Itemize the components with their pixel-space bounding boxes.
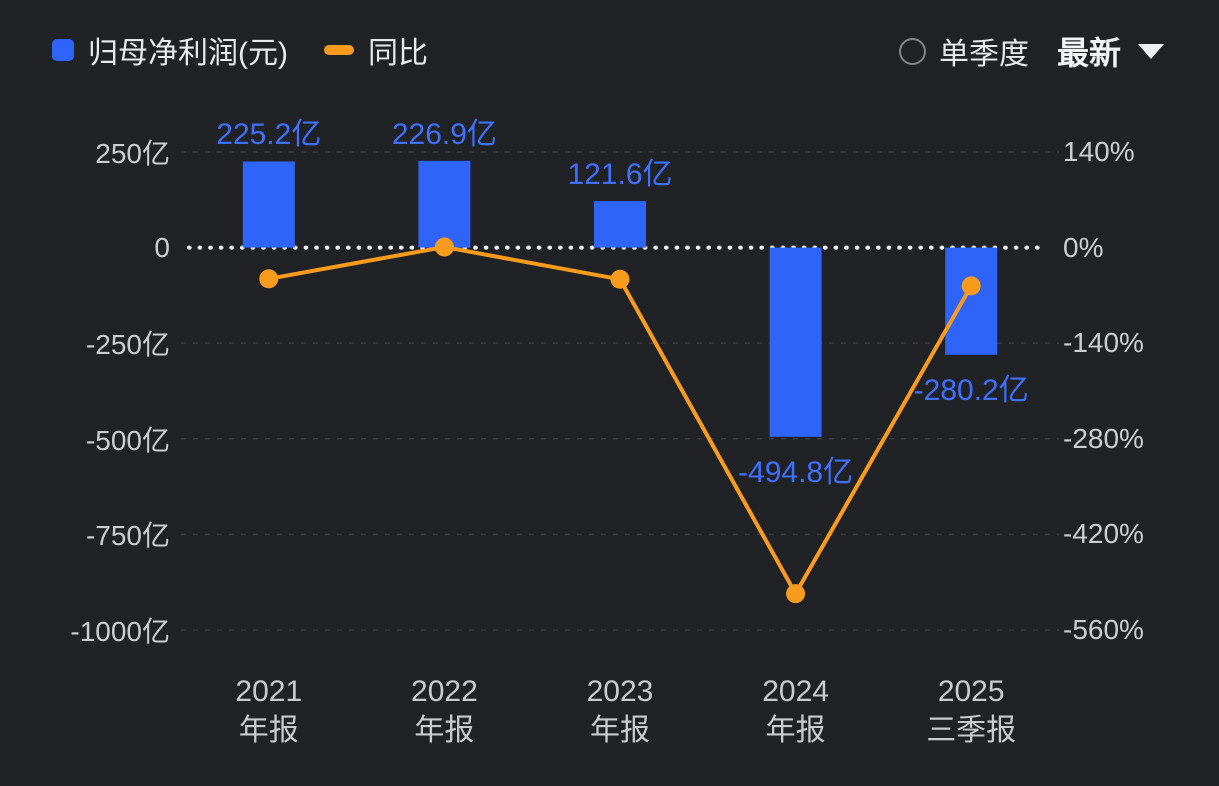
bar-value-label: 226.9亿 [391,117,497,151]
single-quarter-label[interactable]: 单季度 [938,38,1029,71]
yoy-line [268,245,973,596]
bar-net-profit [594,201,646,248]
period-selector[interactable]: 最新 [1057,28,1164,74]
header-controls: 单季度 最新 [898,28,1164,74]
x-axis-period: 年报 [590,714,650,747]
left-axis-tick: -500亿 [85,424,170,456]
x-axis-year: 2024 [762,675,829,708]
x-axis-category: 2025 三季报 [926,672,1016,750]
right-axis-tick: -280% [1063,422,1144,454]
x-axis-period: 年报 [765,714,826,747]
bar-net-profit [769,247,822,437]
legend-label-yoy: 同比 [367,37,428,70]
net-profit-swatch-icon [52,39,74,61]
yoy-point [961,276,981,296]
x-axis-year: 2021 [235,675,303,708]
x-axis-period: 年报 [238,714,299,747]
x-axis-year: 2025 [937,675,1005,708]
legend-label-net-profit: 归母净利润(元) [88,37,288,70]
yoy-point [610,269,630,289]
legend: 归母净利润(元) 同比 [52,28,428,72]
x-axis-year: 2022 [411,675,478,708]
bar-value-label: -280.2亿 [913,373,1029,407]
bar-net-profit [242,161,295,248]
bar-value-label: 225.2亿 [216,118,322,152]
x-axis-category: 2022 年报 [411,672,478,750]
right-axis-tick: 0% [1063,231,1104,263]
bar-net-profit [945,247,998,355]
left-axis-tick: 0 [154,231,170,263]
x-axis-category: 2023 年报 [587,672,654,750]
right-axis-tick: -140% [1063,327,1144,359]
x-axis-category: 2021 年报 [235,672,302,750]
chevron-down-icon[interactable] [1138,43,1164,59]
single-quarter-toggle[interactable]: 单季度 [898,29,1029,73]
x-axis-period: 年报 [414,714,475,747]
left-axis-tick: -250亿 [85,329,170,361]
yoy-point [786,584,806,604]
left-axis-tick: -1000亿 [70,616,170,647]
period-selector-value[interactable]: 最新 [1056,35,1121,71]
x-axis-year: 2023 [586,675,654,708]
yoy-point [259,269,279,289]
right-axis-tick: 140% [1063,136,1135,167]
bar-value-label: 121.6亿 [567,158,673,192]
legend-item-net-profit: 归母净利润(元) [52,28,288,72]
left-axis-tick: 250亿 [95,138,170,169]
yoy-swatch-icon [323,45,354,55]
left-axis-tick: -750亿 [85,520,170,552]
radio-unchecked-icon[interactable] [898,37,926,65]
bar-value-label: -494.8亿 [738,455,854,489]
right-axis-tick: -560% [1063,614,1144,645]
right-axis-tick: -420% [1063,518,1144,550]
x-axis-period: 三季报 [926,714,1017,747]
yoy-point [434,237,454,257]
bar-net-profit [418,160,471,248]
x-axis-category: 2024 年报 [762,672,829,750]
legend-item-yoy: 同比 [323,28,428,72]
